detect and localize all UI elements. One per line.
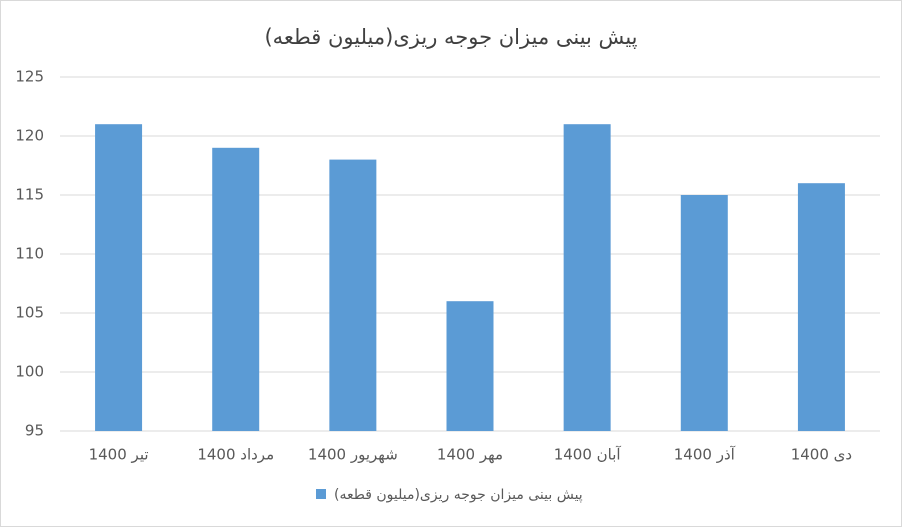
y-tick-label: 95	[25, 422, 44, 440]
bar	[329, 159, 377, 431]
y-tick-label: 110	[15, 245, 44, 263]
bar	[797, 183, 845, 431]
x-tick-label: مهر 1400	[437, 446, 503, 464]
bar	[95, 124, 143, 431]
y-tick-label: 115	[15, 186, 44, 204]
x-tick-label: مرداد 1400	[197, 446, 274, 464]
y-tick-label: 105	[15, 304, 44, 322]
bar	[680, 195, 728, 431]
x-tick-label: آبان 1400	[554, 446, 622, 464]
bar	[212, 147, 260, 432]
x-tick-label: آذر 1400	[674, 446, 736, 464]
bar	[563, 124, 611, 431]
x-tick-label: شهریور 1400	[308, 446, 398, 464]
bar	[446, 301, 494, 431]
y-tick-label: 100	[15, 363, 44, 381]
x-tick-label: تیر 1400	[89, 446, 149, 464]
y-tick-label: 125	[15, 68, 44, 86]
legend-swatch	[316, 489, 326, 499]
legend-label: پیش بینی میزان جوجه ریزی(میلیون قطعه)	[334, 487, 583, 503]
x-tick-label: دی 1400	[791, 446, 852, 464]
y-tick-label: 120	[15, 127, 44, 145]
chart-title: پیش بینی میزان جوجه ریزی(میلیون قطعه)	[264, 25, 637, 49]
